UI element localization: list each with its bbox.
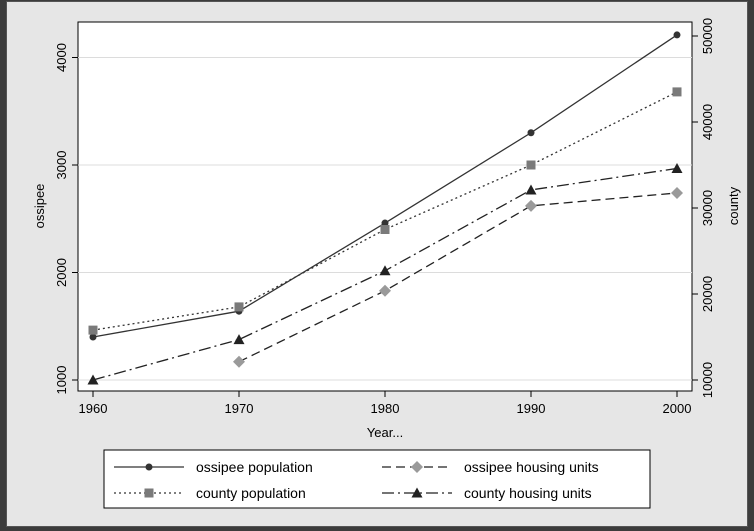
x-tick-label: 1980 <box>371 401 400 416</box>
legend-marker-county-housing-units <box>411 487 423 498</box>
county-housing-units-point <box>671 162 683 173</box>
ossipee-housing-units-point <box>525 199 537 212</box>
right-tick-label: 30000 <box>700 190 715 226</box>
ossipee-population-point <box>527 129 535 137</box>
axes: 1000 2000 3000 4000 10000 20000 30000 40000 5000… <box>54 18 715 416</box>
legend-label-ossipee-population: ossipee population <box>196 459 313 475</box>
x-axis-title: Year... <box>367 425 403 440</box>
ossipee-population-point <box>381 219 389 227</box>
county-housing-units-point <box>379 265 391 276</box>
legend-label-ossipee-housing-units: ossipee housing units <box>464 459 599 475</box>
ossipee-population-point <box>673 31 681 39</box>
ossipee-housing-units-point <box>379 284 391 297</box>
left-tick-label: 2000 <box>54 258 69 287</box>
x-tick-label: 2000 <box>663 401 692 416</box>
x-tick-label: 1990 <box>517 401 546 416</box>
left-y-axis-title: ossipee <box>32 184 47 229</box>
county-population-point <box>380 225 390 234</box>
left-tick-label: 3000 <box>54 151 69 180</box>
left-tick-label: 4000 <box>54 43 69 72</box>
county-housing-units-point <box>525 184 537 195</box>
legend-box <box>103 449 651 509</box>
legend-marker-county-population <box>144 488 154 498</box>
series-group <box>87 31 683 385</box>
right-tick-label: 10000 <box>700 362 715 398</box>
county-population-point <box>88 325 98 335</box>
ossipee-housing-units-point <box>233 355 245 368</box>
legend-label-county-population: county population <box>196 485 306 501</box>
right-tick-label: 20000 <box>700 276 715 312</box>
ossipee-population-point <box>89 333 97 341</box>
county-population-point <box>234 302 244 312</box>
county-housing-units-point <box>87 374 99 385</box>
legend-marker-ossipee-housing-units <box>411 461 423 473</box>
legend-marker-ossipee-population <box>145 463 153 471</box>
left-tick-label: 1000 <box>54 366 69 395</box>
legend: ossipee population ossipee housing units c… <box>114 459 599 501</box>
x-tick-label: 1960 <box>79 401 108 416</box>
ossipee-housing-units-point <box>671 186 683 199</box>
ossipee-housing-units-line <box>238 192 678 363</box>
legend-label-county-housing-units: county housing units <box>464 485 592 501</box>
right-tick-label: 50000 <box>700 18 715 54</box>
right-y-axis-title: county <box>726 186 741 225</box>
county-population-point <box>526 160 536 170</box>
plot-area <box>77 21 693 392</box>
county-population-point <box>672 87 682 97</box>
county-housing-units-point <box>233 334 245 345</box>
x-tick-label: 1970 <box>225 401 254 416</box>
right-tick-label: 40000 <box>700 104 715 140</box>
